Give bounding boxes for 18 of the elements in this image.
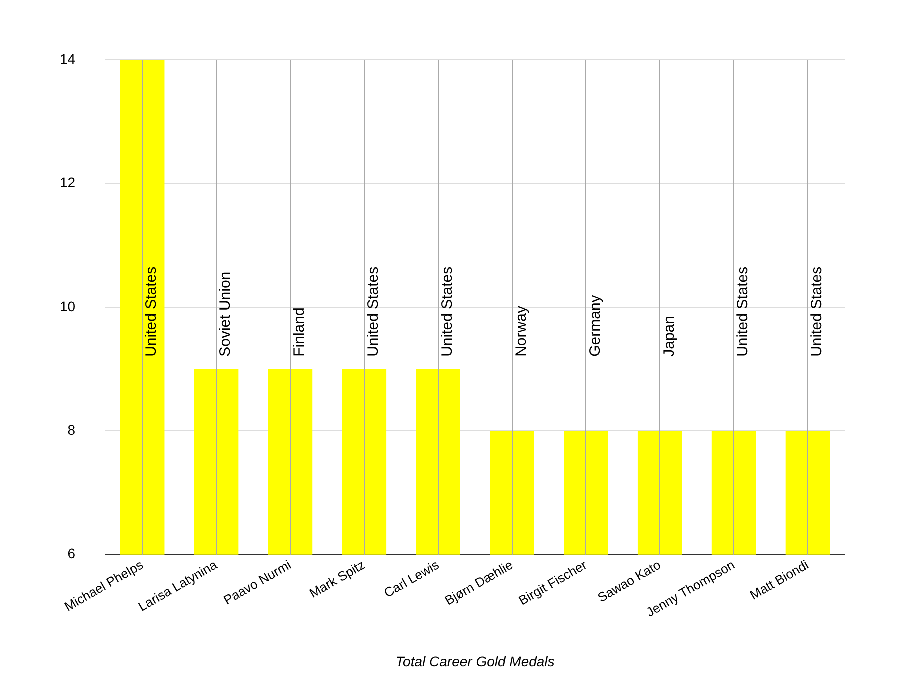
annotation: United States [734,266,752,357]
annotation: Germany [586,294,604,357]
annotation: United States [143,266,160,357]
y-tick-label: 10 [60,298,76,314]
y-tick-label: 12 [60,174,76,191]
annotation: United States [365,266,382,357]
annotation: Finland [291,308,308,357]
y-tick-label: 6 [68,546,76,562]
annotation: Norway [512,306,530,357]
y-tick-label: 8 [68,422,76,438]
x-axis-title: Total Career Gold Medals [396,653,555,670]
x-tick-label: Mark Spitz [306,557,368,601]
annotation: United States [438,266,456,357]
x-tick-label: Carl Lewis [382,557,442,601]
annotation: Soviet Union [217,272,234,357]
y-tick-label: 14 [60,50,76,67]
annotation: Japan [660,316,678,357]
annotation: United States [808,266,826,357]
